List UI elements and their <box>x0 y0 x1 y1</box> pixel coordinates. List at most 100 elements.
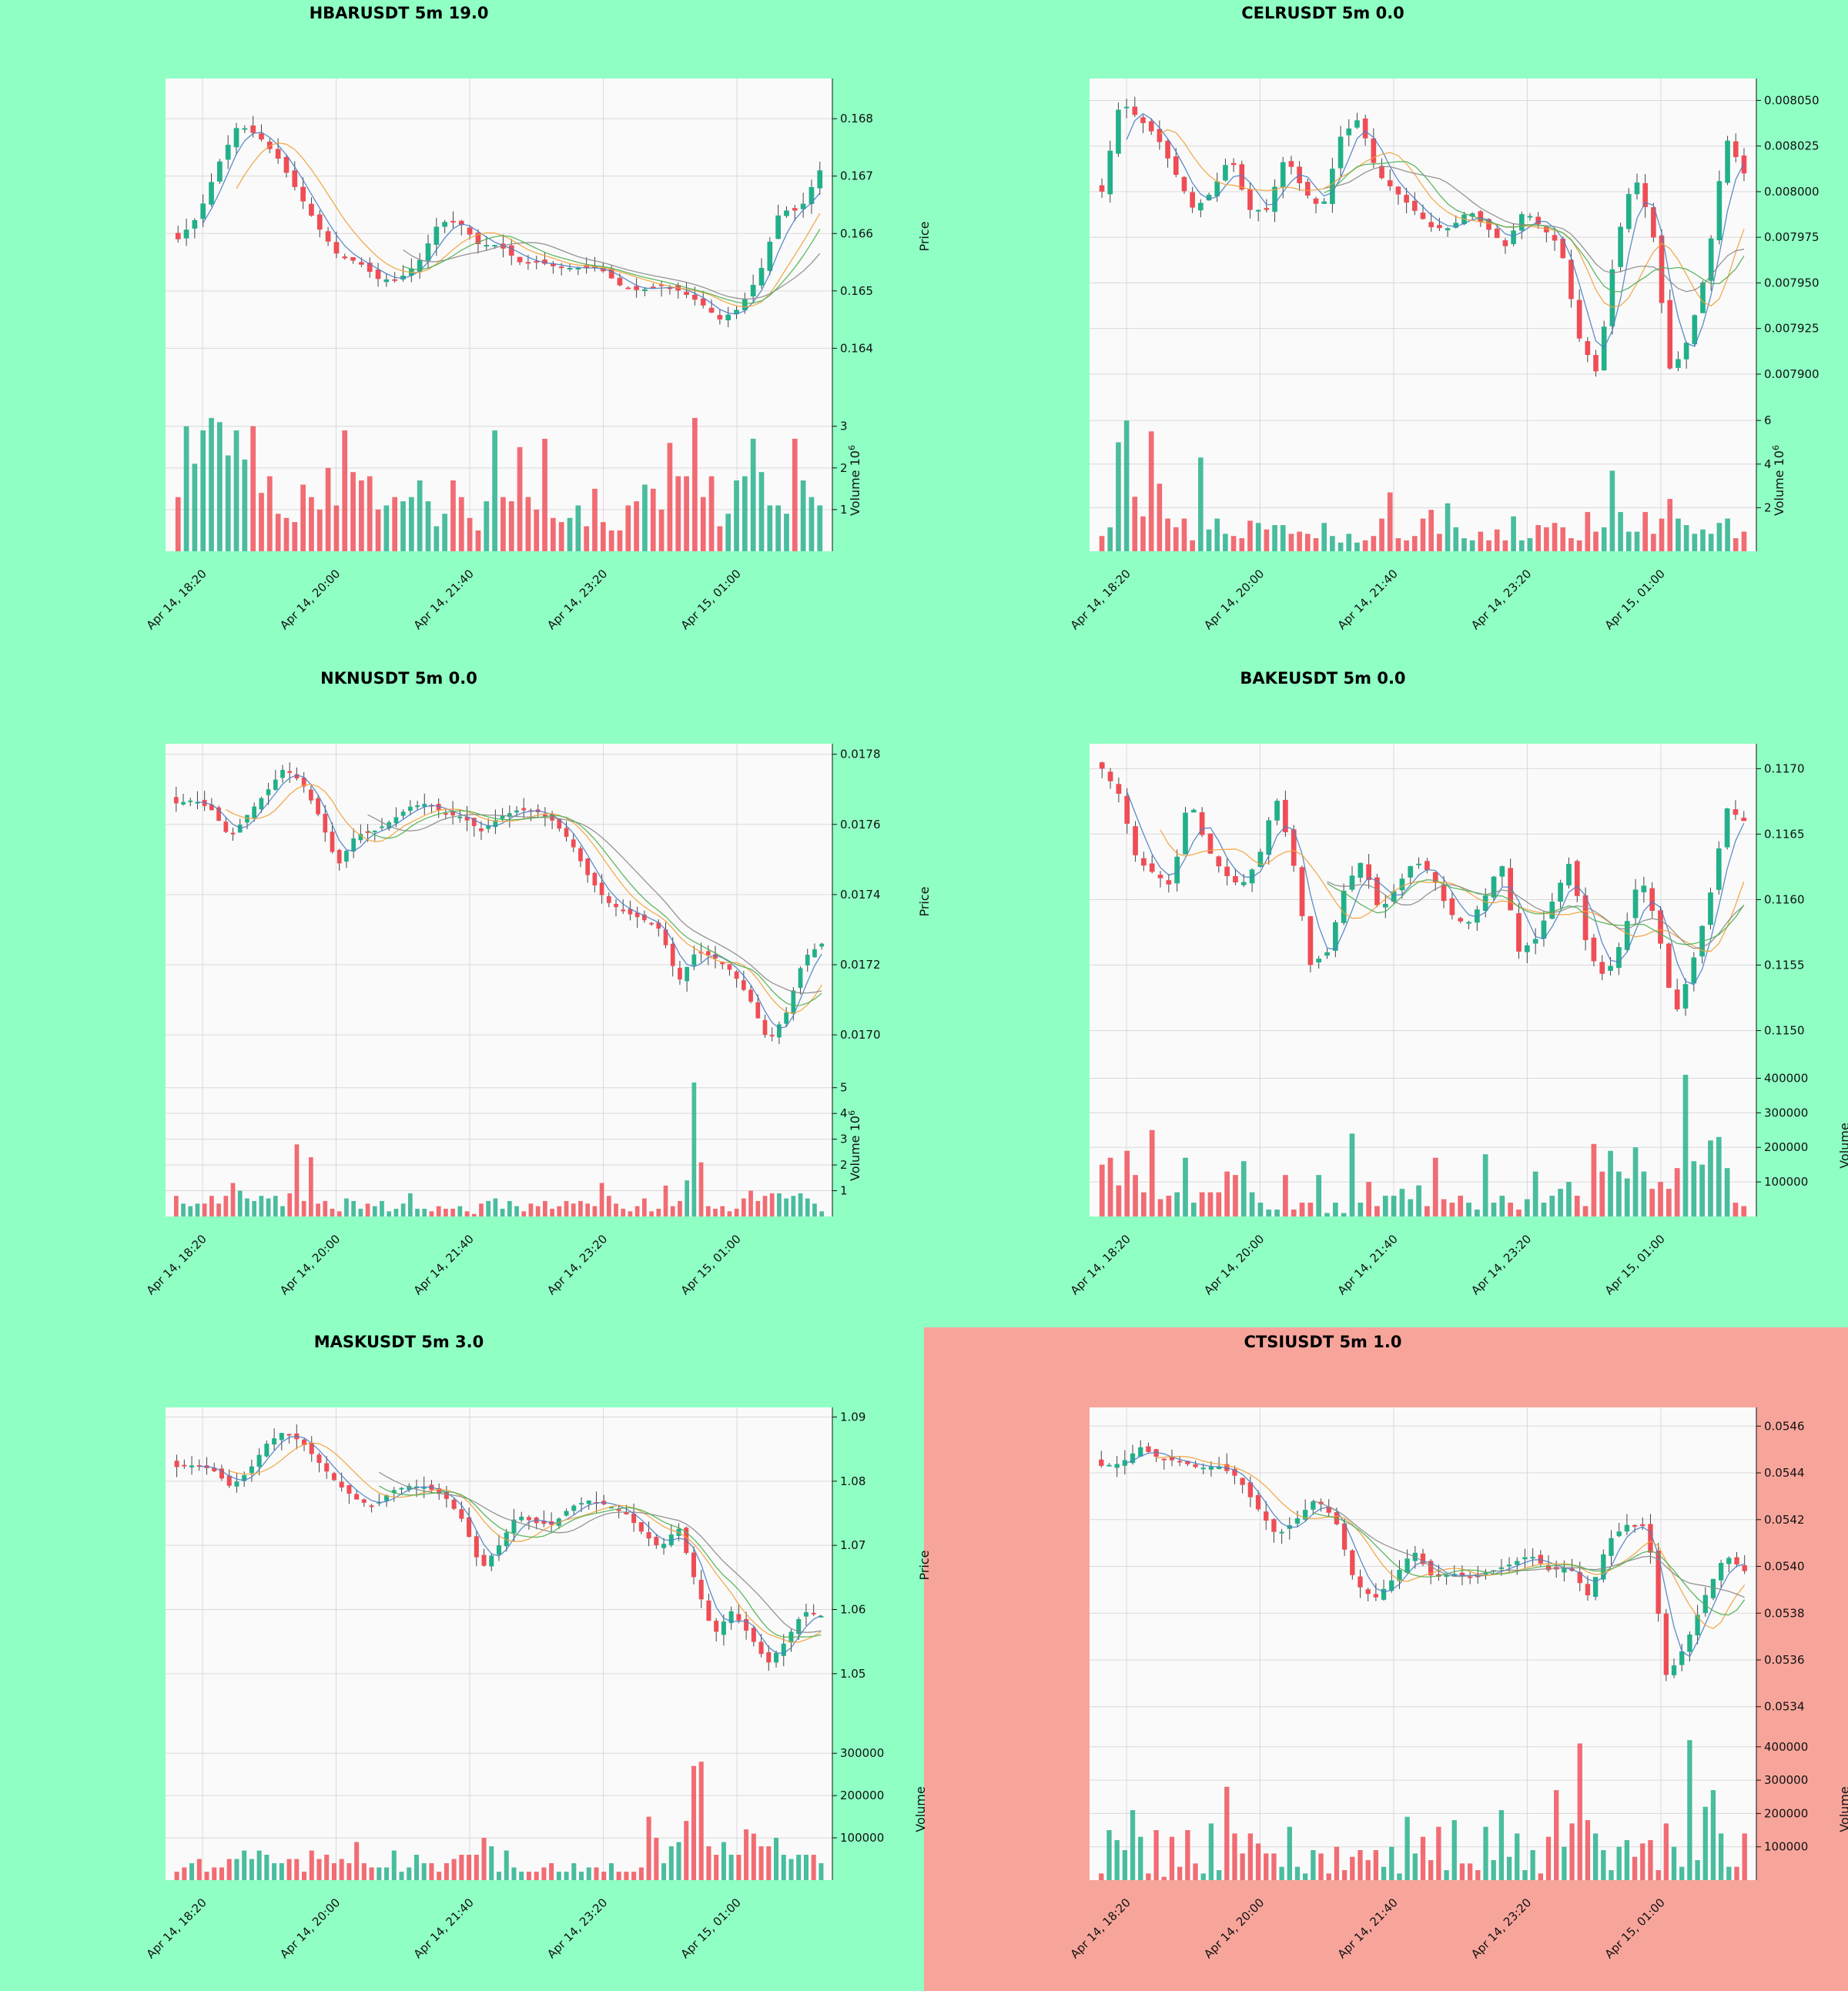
volume-bar <box>173 1196 179 1216</box>
candle-body <box>616 1509 621 1511</box>
candle-body <box>286 1434 292 1436</box>
candle-body <box>758 268 765 286</box>
candle-body <box>1687 1635 1692 1652</box>
volume-bar <box>325 467 331 551</box>
candle-body <box>1683 343 1689 360</box>
candle-body <box>407 1485 412 1490</box>
volume-bar <box>791 1196 796 1216</box>
volume-tick-label: 3 <box>840 1133 848 1146</box>
candle-body <box>721 1621 726 1635</box>
volume-bar <box>819 1211 825 1216</box>
candle-body <box>301 778 306 787</box>
candle-body <box>519 1516 524 1521</box>
candle-body <box>1516 913 1522 952</box>
volume-bar <box>1224 1171 1230 1216</box>
volume-bar <box>1350 1856 1355 1880</box>
candle-body <box>1732 141 1739 157</box>
moving-average-line-2 <box>1313 1500 1745 1598</box>
volume-bar <box>1741 531 1747 551</box>
candle-body <box>422 804 427 807</box>
candle-body <box>1305 182 1311 196</box>
volume-bar <box>670 1206 675 1216</box>
volume-bar <box>209 417 214 551</box>
candle-body <box>1593 355 1599 372</box>
volume-bar <box>342 430 348 551</box>
volume-bar <box>658 509 665 551</box>
candle-body <box>1106 1464 1112 1467</box>
candle-body <box>685 966 689 982</box>
volume-bar <box>685 1180 689 1216</box>
volume-bar <box>421 1863 427 1880</box>
volume-bar <box>1616 1846 1622 1880</box>
candle-body <box>1716 848 1722 890</box>
candle-body <box>1283 799 1288 832</box>
candle-body <box>1299 867 1305 916</box>
volume-bar <box>1416 1185 1421 1216</box>
volume-bar <box>1099 536 1105 551</box>
candle-body <box>1193 1464 1198 1467</box>
volume-bar <box>275 514 281 551</box>
candle-body <box>564 1511 569 1516</box>
candle-body <box>1667 299 1673 369</box>
candle-body <box>287 771 293 773</box>
candle-body <box>475 233 481 245</box>
x-tick-label: Apr 15, 01:00 <box>678 567 744 632</box>
chart-panel-3: BAKEUSDT 5m 0.0 Apr 14, 18:20 Apr 14, 20:0… <box>1068 669 1848 1297</box>
volume-bar <box>543 1200 547 1216</box>
moving-average-line-2 <box>1327 881 1745 949</box>
candle-body <box>1272 186 1277 212</box>
candle-body <box>1624 921 1630 950</box>
candle-body <box>1358 862 1364 878</box>
volume-bar <box>676 1842 681 1880</box>
moving-average-line-2 <box>367 814 822 994</box>
candle-body <box>792 208 798 211</box>
volume-bar <box>1240 1161 1247 1216</box>
volume-bar <box>280 1206 285 1216</box>
volume-bar <box>758 472 765 551</box>
volume-bar <box>245 1198 249 1216</box>
volume-bar <box>1676 518 1681 551</box>
candle-body <box>1161 1458 1167 1461</box>
candle-body <box>654 1537 659 1545</box>
candle-body <box>1483 1573 1488 1575</box>
volume-bar <box>1321 523 1327 551</box>
volume-bar <box>1641 1171 1647 1216</box>
x-tick-label: Apr 14, 20:00 <box>1201 1232 1267 1297</box>
volume-bar <box>174 1872 179 1880</box>
candle-body <box>1467 1576 1473 1578</box>
volume-bar <box>219 1867 224 1880</box>
volume-bar <box>508 501 514 551</box>
volume-bar <box>408 497 414 551</box>
candle-body <box>444 813 448 815</box>
volume-bar <box>479 1203 484 1216</box>
candle-body <box>457 816 463 818</box>
volume-bar <box>1185 1830 1190 1880</box>
volume-bar <box>1161 1876 1167 1880</box>
candle-body <box>1642 182 1648 207</box>
volume-bar <box>1332 1203 1338 1216</box>
candle-body <box>750 284 756 297</box>
candle-body <box>1518 214 1525 231</box>
volume-bar <box>1239 538 1245 551</box>
candle-body <box>585 858 591 875</box>
volume-bar <box>1453 527 1459 551</box>
volume-bar <box>521 1211 527 1216</box>
volume-bar <box>1482 1154 1488 1216</box>
candle-body <box>1216 1466 1222 1469</box>
volume-bar <box>812 1203 817 1216</box>
volume-bar <box>500 497 506 551</box>
candle-body <box>1741 155 1747 174</box>
volume-bar <box>1420 1836 1426 1880</box>
candle-body <box>1173 156 1179 176</box>
x-tick-label: Apr 14, 23:20 <box>1468 1232 1534 1297</box>
chart-title: HBARUSDT 5m 19.0 <box>310 4 489 22</box>
candle-body <box>1624 1524 1630 1532</box>
candle-body <box>1199 812 1205 835</box>
volume-bar <box>1475 1870 1481 1880</box>
x-tick-label: Apr 14, 18:20 <box>144 567 209 632</box>
volume-bar <box>1099 1873 1104 1880</box>
candle-body <box>1240 1477 1245 1485</box>
volume-bar <box>556 1872 561 1880</box>
candle-body <box>1420 1553 1426 1564</box>
volume-bar <box>1716 1136 1722 1216</box>
